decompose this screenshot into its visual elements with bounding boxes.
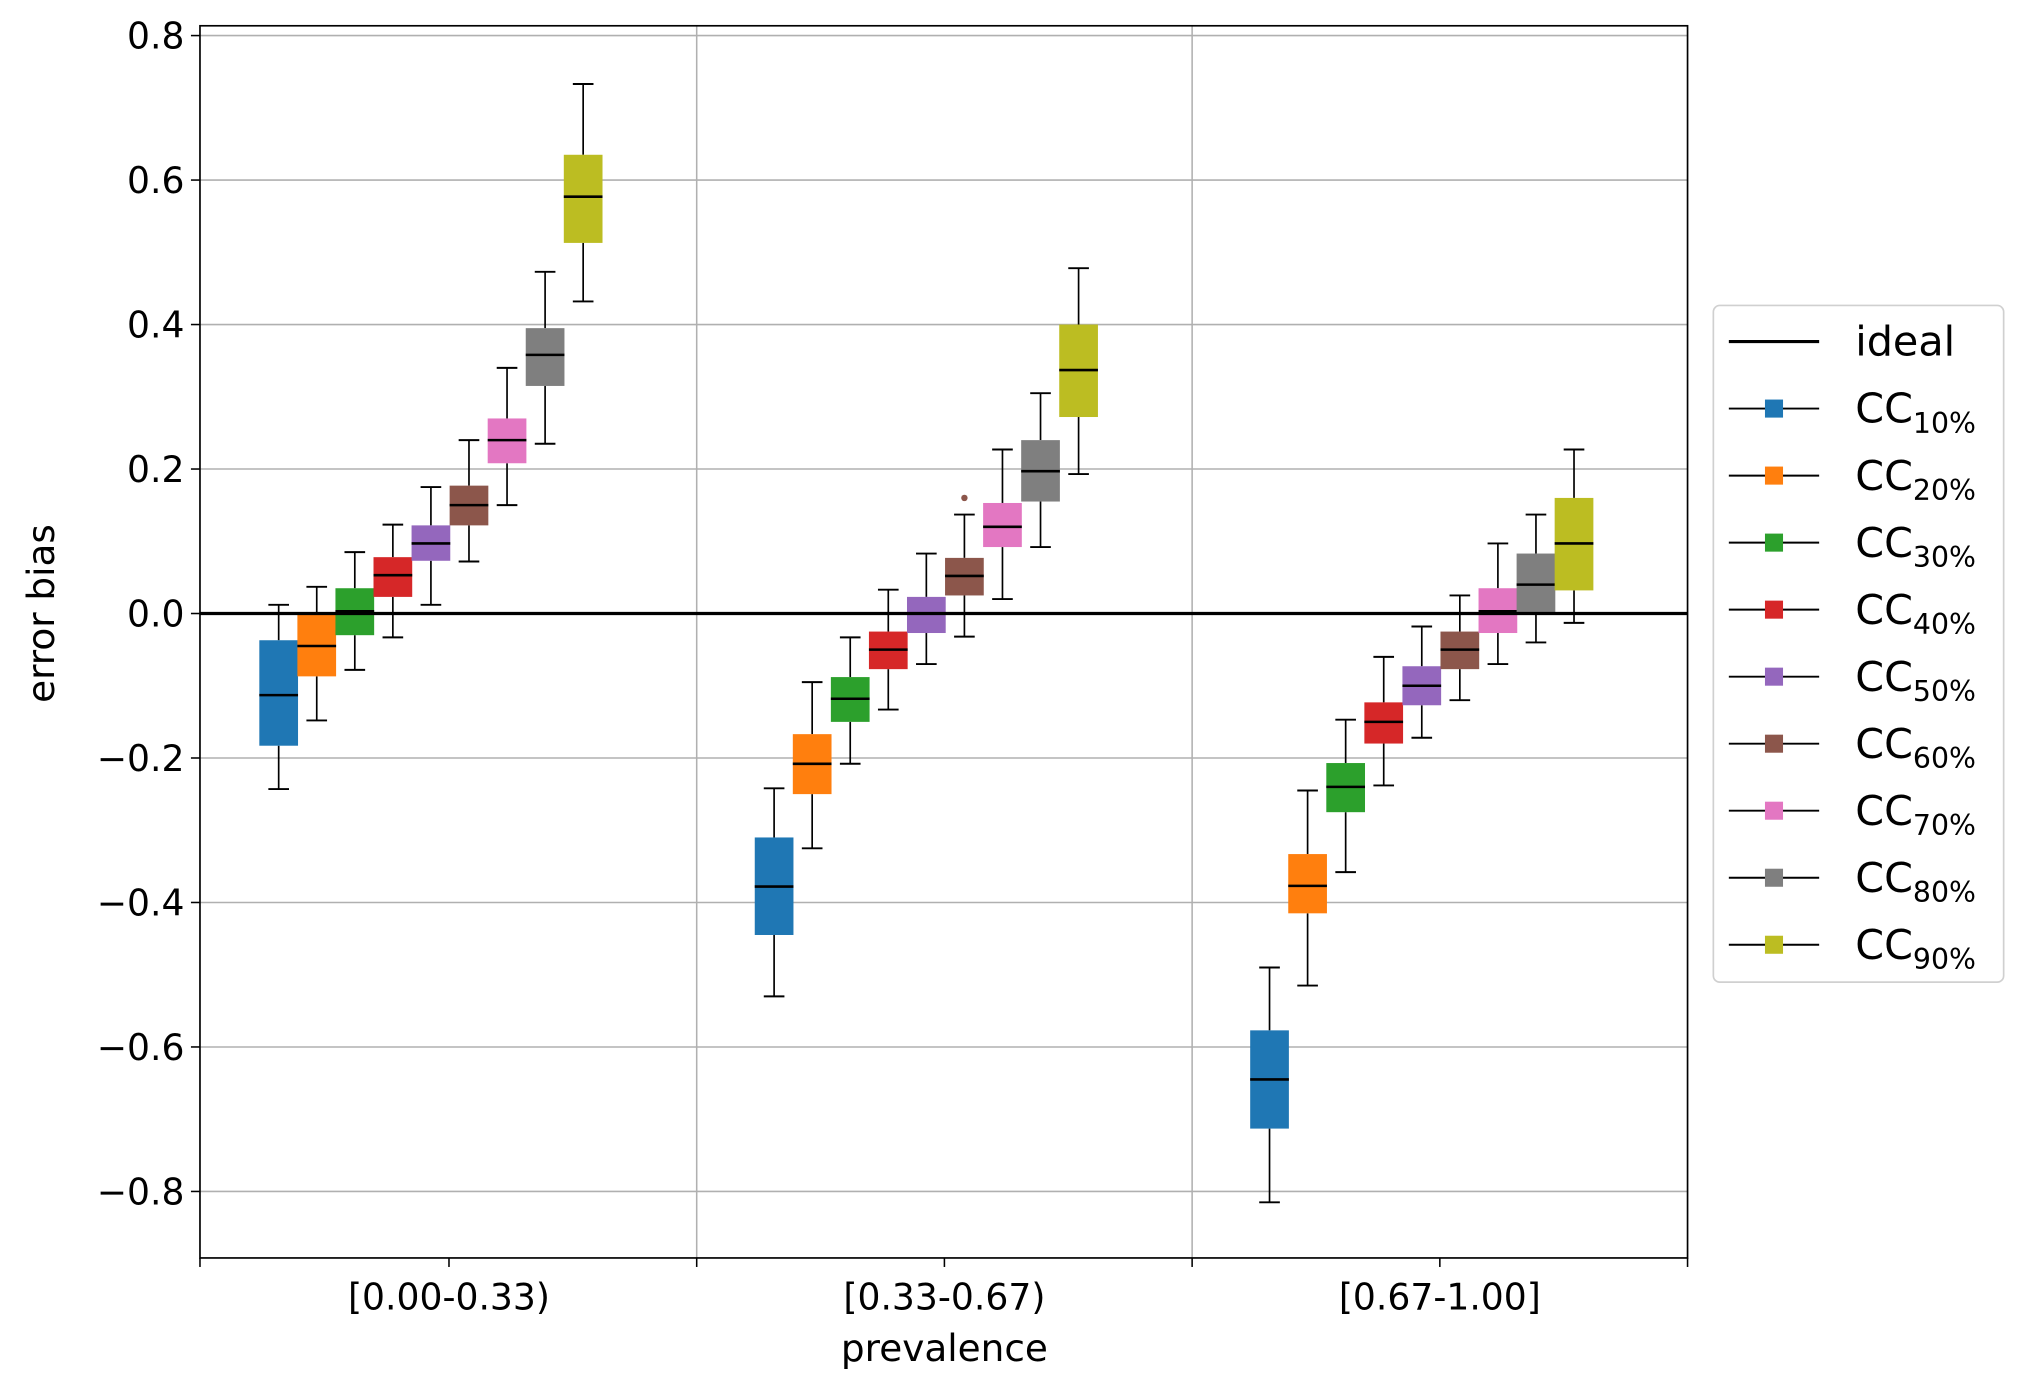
outlier-point: [961, 494, 968, 502]
y-tick-label: 0.8: [127, 14, 184, 57]
legend-label-name: CC: [1855, 787, 1913, 835]
x-tick-label: [0.67-1.00]: [1339, 1276, 1541, 1319]
legend-label-name: CC: [1855, 720, 1913, 768]
legend-label-name: CC: [1855, 921, 1913, 969]
legend: idealCC10%CC20%CC30%CC40%CC50%CC60%CC70%…: [1712, 304, 2005, 983]
legend-label-subscript: 80%: [1913, 876, 1976, 909]
legend-label: CC50%: [1855, 653, 1976, 708]
x-tick-label: [0.00-0.33): [348, 1276, 550, 1319]
legend-marker: [1764, 600, 1784, 619]
legend-label: CC30%: [1855, 519, 1976, 574]
y-tick-label: 0.0: [127, 592, 184, 635]
legend-label-subscript: 30%: [1913, 541, 1976, 574]
legend-label-subscript: 60%: [1913, 742, 1976, 775]
y-tick-label: −0.6: [97, 1026, 185, 1069]
box: [259, 640, 299, 746]
box: [983, 502, 1022, 548]
y-tick-label: −0.4: [97, 881, 185, 924]
y-tick-label: 0.2: [127, 448, 184, 491]
y-tick-label: −0.2: [97, 737, 185, 780]
legend-label: CC80%: [1855, 854, 1976, 909]
box: [1288, 854, 1327, 914]
legend-label: CC20%: [1855, 452, 1976, 507]
x-axis-label: prevalence: [841, 1326, 1048, 1370]
legend-label-subscript: 70%: [1913, 809, 1976, 842]
legend-label: CC90%: [1855, 921, 1976, 976]
y-tick-label: −0.8: [97, 1170, 185, 1213]
legend-label-subscript: 50%: [1913, 675, 1976, 708]
legend-label-name: CC: [1855, 586, 1913, 634]
legend-label-name: CC: [1855, 653, 1913, 701]
axes: 0.8 0.6 0.4 0.2 0.0 −0.2 −0.4 −0.6 −0.8 [0.00-0.3…: [97, 14, 1689, 1319]
legend-label-name: CC: [1855, 854, 1913, 902]
legend-label-subscript: 90%: [1913, 943, 1976, 976]
legend-label: CC70%: [1855, 787, 1976, 842]
plot-frame: [199, 24, 1689, 1259]
legend-label: CC40%: [1855, 586, 1976, 641]
legend-label: ideal: [1855, 318, 1955, 366]
box: [563, 154, 603, 243]
boxes: [259, 83, 1594, 1204]
legend-label-name: CC: [1855, 385, 1913, 433]
legend-marker: [1764, 667, 1784, 686]
legend-marker: [1764, 466, 1784, 485]
legend-label-subscript: 20%: [1913, 474, 1976, 507]
legend-marker: [1764, 533, 1784, 552]
legend-label-name: CC: [1855, 452, 1913, 500]
legend-label: CC60%: [1855, 720, 1976, 775]
legend-label-subscript: 10%: [1913, 407, 1976, 440]
legend-marker: [1764, 801, 1784, 820]
legend-marker: [1764, 734, 1784, 753]
legend-marker: [1764, 399, 1784, 418]
x-tick-label: [0.33-0.67): [843, 1276, 1045, 1319]
y-axis-label: error bias: [19, 524, 63, 703]
box: [525, 328, 565, 386]
y-tick-label: 0.6: [127, 159, 184, 202]
legend-label-name: CC: [1855, 519, 1913, 567]
legend-label-subscript: 40%: [1913, 608, 1976, 641]
y-tick-label: 0.4: [127, 303, 184, 346]
legend-label: CC10%: [1855, 385, 1976, 440]
legend-marker: [1764, 935, 1784, 954]
legend-marker: [1764, 868, 1784, 887]
box: [373, 557, 413, 597]
